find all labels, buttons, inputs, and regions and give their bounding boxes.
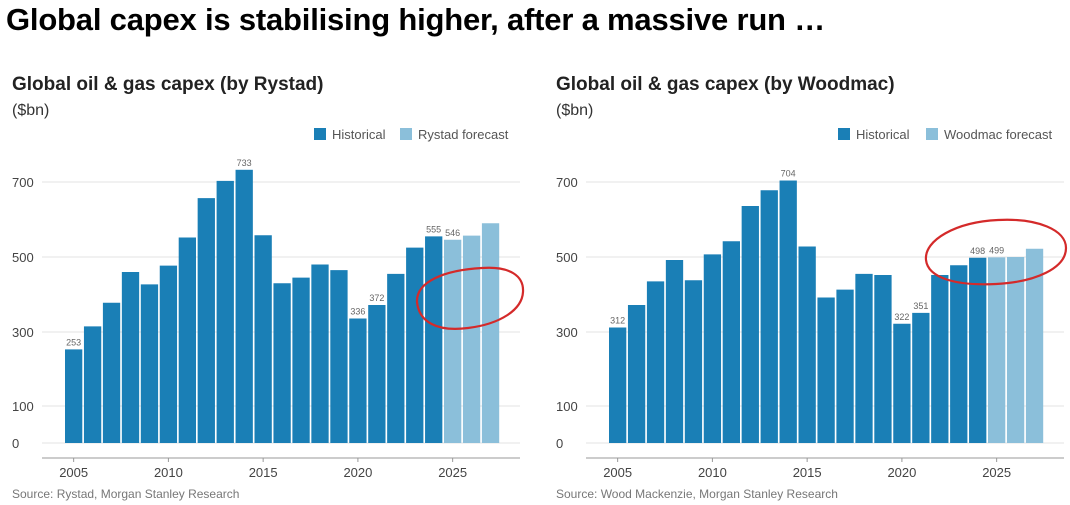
historical-bar xyxy=(159,265,178,443)
historical-bar xyxy=(760,190,778,443)
historical-bar xyxy=(684,280,703,443)
historical-bar xyxy=(779,180,797,443)
legend-label-historical: Historical xyxy=(332,127,386,142)
chart-source: Source: Rystad, Morgan Stanley Research xyxy=(12,487,240,501)
forecast-bar xyxy=(462,235,481,443)
data-label: 336 xyxy=(350,307,365,317)
legend-swatch-forecast xyxy=(926,128,938,140)
rystad-bar-chart: 0 100 300 500 700 253 733 336 372 555 546 2005 2010 2… xyxy=(12,127,525,480)
y-tick-label: 300 xyxy=(556,325,578,340)
data-label: 555 xyxy=(426,224,441,234)
historical-bar xyxy=(140,284,159,443)
legend-label-forecast: Woodmac forecast xyxy=(944,127,1053,142)
historical-bar xyxy=(197,198,215,443)
historical-bar xyxy=(893,323,911,443)
x-tick-label: 2025 xyxy=(438,465,467,480)
historical-bar xyxy=(703,254,722,443)
x-tick-label: 2020 xyxy=(343,465,372,480)
historical-bar xyxy=(102,302,121,443)
chart-unit: ($bn) xyxy=(556,102,594,119)
historical-bar xyxy=(349,318,367,443)
legend-label-historical: Historical xyxy=(856,127,910,142)
chart-title: Global oil & gas capex (by Rystad) xyxy=(12,74,324,95)
data-label: 351 xyxy=(913,301,928,311)
woodmac-chart-panel: Global oil & gas capex (by Woodmac) ($bn… xyxy=(556,70,1070,501)
historical-bar xyxy=(855,273,873,443)
historical-bar xyxy=(931,275,949,443)
historical-bar xyxy=(627,305,646,443)
historical-bar xyxy=(874,275,892,443)
historical-bar xyxy=(950,265,968,443)
forecast-bar xyxy=(481,223,500,443)
legend-swatch-forecast xyxy=(400,128,412,140)
data-label: 499 xyxy=(989,245,1004,255)
historical-bar xyxy=(609,327,627,443)
data-label: 704 xyxy=(781,169,796,179)
legend-swatch-historical xyxy=(314,128,326,140)
historical-bar xyxy=(646,281,665,443)
historical-bar xyxy=(722,241,740,443)
data-label: 312 xyxy=(610,316,625,326)
historical-bar xyxy=(798,246,816,443)
historical-bar xyxy=(406,247,424,443)
y-tick-label: 100 xyxy=(12,399,34,414)
historical-bar xyxy=(65,349,83,443)
y-tick-label: 0 xyxy=(556,436,563,451)
rystad-chart-panel: Global oil & gas capex (by Rystad) ($bn)… xyxy=(12,70,532,501)
historical-bar xyxy=(368,305,386,443)
x-tick-label: 2015 xyxy=(793,465,822,480)
page-title: Global capex is stabilising higher, afte… xyxy=(6,2,826,37)
data-label: 546 xyxy=(445,228,460,238)
historical-bar xyxy=(836,289,854,443)
historical-bar xyxy=(969,257,987,443)
y-tick-label: 500 xyxy=(12,250,34,265)
legend-swatch-historical xyxy=(838,128,850,140)
historical-bar xyxy=(235,169,253,443)
forecast-bar xyxy=(1006,257,1025,443)
x-tick-label: 2025 xyxy=(982,465,1011,480)
historical-bar xyxy=(292,277,310,443)
forecast-bar xyxy=(444,239,462,443)
y-tick-label: 300 xyxy=(12,325,34,340)
chart-unit: ($bn) xyxy=(12,102,50,119)
data-label: 498 xyxy=(970,246,985,256)
annotation-circle xyxy=(415,266,525,330)
historical-bar xyxy=(83,326,102,443)
historical-bar xyxy=(425,236,443,443)
historical-bar xyxy=(254,235,272,443)
y-tick-label: 700 xyxy=(556,175,578,190)
historical-bar xyxy=(741,206,759,443)
chart-title: Global oil & gas capex (by Woodmac) xyxy=(556,74,895,95)
y-tick-label: 0 xyxy=(12,436,19,451)
historical-bar xyxy=(665,260,684,443)
y-tick-label: 500 xyxy=(556,250,578,265)
y-tick-label: 100 xyxy=(556,399,578,414)
x-tick-label: 2010 xyxy=(154,465,183,480)
x-tick-label: 2010 xyxy=(698,465,727,480)
historical-bar xyxy=(273,283,291,443)
historical-bar xyxy=(311,264,329,443)
historical-bar xyxy=(330,270,348,443)
x-tick-label: 2020 xyxy=(887,465,916,480)
x-tick-label: 2005 xyxy=(603,465,632,480)
historical-bar xyxy=(216,180,234,443)
forecast-bar xyxy=(988,257,1006,443)
historical-bar xyxy=(178,237,196,443)
legend-label-forecast: Rystad forecast xyxy=(418,127,509,142)
data-label: 322 xyxy=(894,312,909,322)
data-label: 372 xyxy=(369,293,384,303)
historical-bar xyxy=(121,272,140,443)
x-tick-label: 2005 xyxy=(59,465,88,480)
y-tick-label: 700 xyxy=(12,175,34,190)
data-label: 253 xyxy=(66,337,81,347)
historical-bar xyxy=(387,273,405,443)
x-tick-label: 2015 xyxy=(249,465,278,480)
chart-source: Source: Wood Mackenzie, Morgan Stanley R… xyxy=(556,487,838,501)
data-label: 733 xyxy=(237,158,252,168)
woodmac-bar-chart: 0 100 300 500 700 312 704 322 351 498 499 2005 2010 2… xyxy=(556,127,1068,480)
forecast-bar xyxy=(1025,248,1044,443)
historical-bar xyxy=(817,297,835,443)
historical-bar xyxy=(912,312,930,443)
annotation-circle xyxy=(924,218,1068,286)
